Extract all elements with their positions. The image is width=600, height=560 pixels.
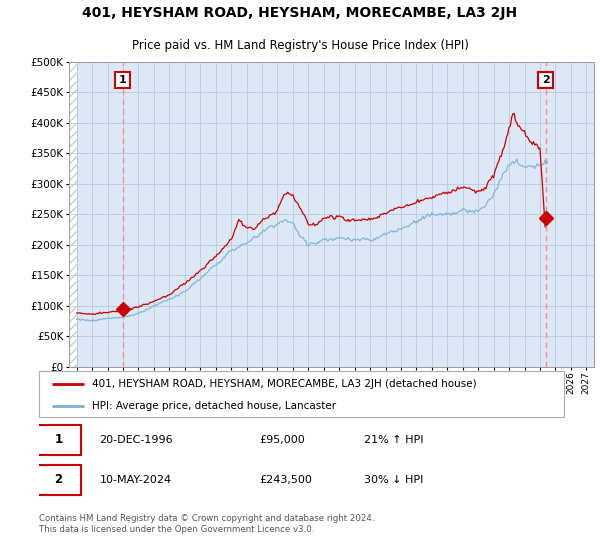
Text: 2: 2 [55, 473, 62, 486]
Text: HPI: Average price, detached house, Lancaster: HPI: Average price, detached house, Lanc… [91, 401, 335, 410]
FancyBboxPatch shape [39, 371, 564, 417]
Text: Contains HM Land Registry data © Crown copyright and database right 2024.
This d: Contains HM Land Registry data © Crown c… [39, 514, 374, 534]
Text: 20-DEC-1996: 20-DEC-1996 [100, 435, 173, 445]
Text: Price paid vs. HM Land Registry's House Price Index (HPI): Price paid vs. HM Land Registry's House … [131, 39, 469, 53]
Text: 1: 1 [55, 433, 62, 446]
FancyBboxPatch shape [37, 425, 81, 455]
Text: 21% ↑ HPI: 21% ↑ HPI [365, 435, 424, 445]
Text: 30% ↓ HPI: 30% ↓ HPI [365, 474, 424, 484]
Text: 401, HEYSHAM ROAD, HEYSHAM, MORECAMBE, LA3 2JH: 401, HEYSHAM ROAD, HEYSHAM, MORECAMBE, L… [82, 6, 518, 20]
Text: £95,000: £95,000 [260, 435, 305, 445]
FancyBboxPatch shape [37, 465, 81, 495]
Text: 2: 2 [542, 75, 550, 85]
Text: 1: 1 [119, 75, 127, 85]
Text: £243,500: £243,500 [260, 474, 313, 484]
Text: 10-MAY-2024: 10-MAY-2024 [100, 474, 172, 484]
Text: 401, HEYSHAM ROAD, HEYSHAM, MORECAMBE, LA3 2JH (detached house): 401, HEYSHAM ROAD, HEYSHAM, MORECAMBE, L… [91, 379, 476, 389]
